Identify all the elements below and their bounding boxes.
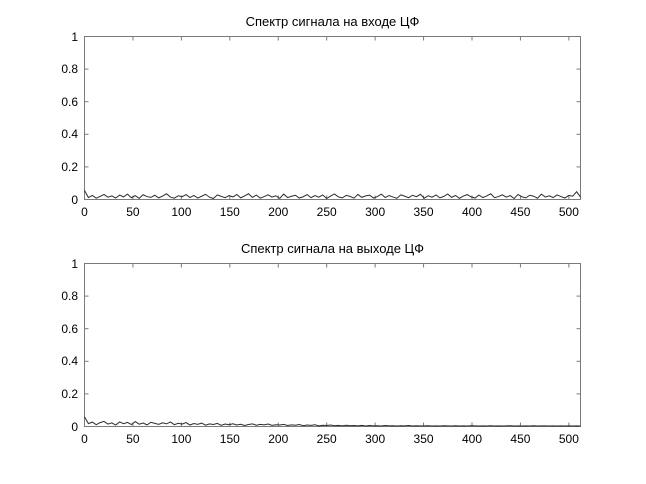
tick-marks bbox=[84, 36, 581, 200]
y-tick-label: 0.6 bbox=[61, 94, 78, 109]
y-tick-label: 0.4 bbox=[61, 354, 78, 369]
subplot-1-input-spectrum: 0 50 100 150 200 250 300 350 400 450 500 0 0.2 0.4 0.6… bbox=[61, 30, 581, 219]
x-tick-label: 350 bbox=[413, 205, 434, 219]
x-tick-label: 400 bbox=[461, 205, 483, 219]
x-tick-label: 300 bbox=[365, 432, 386, 446]
spectrum-line bbox=[84, 416, 581, 427]
x-tick-label: 250 bbox=[316, 432, 337, 446]
x-tick-label: 350 bbox=[413, 432, 434, 446]
x-tick-label: 250 bbox=[316, 205, 337, 219]
x-tick-label: 50 bbox=[126, 432, 140, 446]
x-tick-label: 100 bbox=[171, 432, 192, 446]
axis-box bbox=[84, 36, 581, 200]
axis-box bbox=[84, 263, 581, 427]
y-tick-label: 0.4 bbox=[61, 127, 78, 142]
x-tick-label: 500 bbox=[558, 205, 579, 219]
y-tick-label: 0 bbox=[71, 192, 78, 207]
tick-marks bbox=[84, 263, 581, 427]
y-tick-label: 0.6 bbox=[61, 321, 78, 336]
subplot-1-title: Спектр сигнала на входе ЦФ bbox=[245, 14, 420, 29]
subplot-2-output-spectrum: 0 50 100 150 200 250 300 350 400 450 500 0 0.2 0.4 0.6… bbox=[61, 257, 581, 446]
y-tick-label: 0.2 bbox=[61, 386, 78, 401]
x-tick-label: 150 bbox=[219, 205, 240, 219]
subplot-2-title: Спектр сигнала на выходе ЦФ bbox=[240, 241, 425, 256]
x-tick-label: 450 bbox=[510, 432, 531, 446]
x-tick-label: 500 bbox=[558, 432, 579, 446]
x-tick-label: 0 bbox=[81, 205, 88, 219]
y-tick-label: 0.8 bbox=[61, 62, 78, 77]
x-tick-label: 450 bbox=[510, 205, 531, 219]
y-tick-label: 1 bbox=[71, 29, 78, 44]
y-tick-label: 0.8 bbox=[61, 289, 78, 304]
x-tick-label: 50 bbox=[126, 205, 140, 219]
spectrum-line bbox=[84, 190, 581, 200]
x-tick-label: 400 bbox=[461, 432, 483, 446]
x-tick-label: 100 bbox=[171, 205, 192, 219]
x-tick-label: 150 bbox=[219, 432, 240, 446]
plot-area-2 bbox=[84, 263, 581, 427]
x-tick-label: 200 bbox=[268, 432, 289, 446]
y-tick-label: 0 bbox=[71, 419, 78, 434]
x-tick-label: 0 bbox=[81, 432, 88, 446]
y-tick-label: 1 bbox=[71, 256, 78, 271]
y-tick-label: 0.2 bbox=[61, 159, 78, 174]
x-tick-label: 200 bbox=[268, 205, 289, 219]
x-tick-label: 300 bbox=[365, 205, 386, 219]
plot-area-1 bbox=[84, 36, 581, 200]
